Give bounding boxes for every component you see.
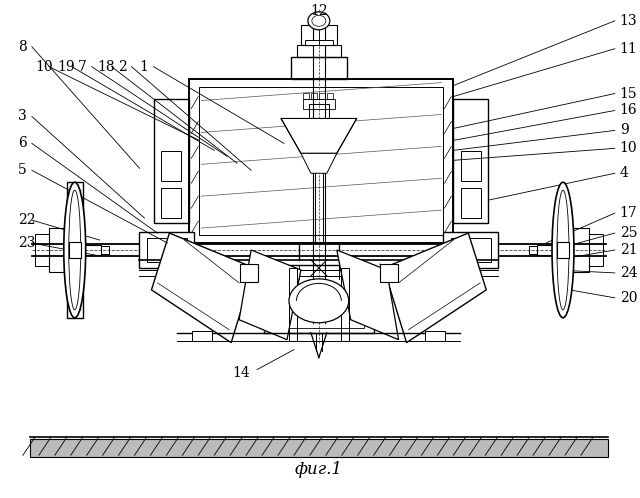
Bar	[303, 99, 335, 109]
Bar	[461, 151, 481, 181]
Text: 22: 22	[18, 213, 35, 227]
Text: 12: 12	[310, 4, 328, 18]
Text: 25: 25	[620, 226, 637, 240]
Polygon shape	[281, 119, 356, 153]
Bar	[189, 79, 453, 243]
Text: 20: 20	[620, 291, 637, 305]
Bar	[461, 188, 481, 218]
Text: 11: 11	[620, 42, 637, 56]
Bar	[100, 246, 109, 254]
Ellipse shape	[312, 15, 326, 26]
Text: 18: 18	[98, 60, 115, 74]
Bar	[83, 245, 100, 255]
Polygon shape	[73, 265, 81, 310]
Text: 10: 10	[35, 60, 52, 74]
Bar	[264, 265, 374, 333]
Bar	[451, 238, 492, 262]
Bar	[311, 93, 317, 99]
Bar	[325, 25, 337, 45]
Text: 1: 1	[140, 60, 148, 74]
Polygon shape	[301, 153, 337, 173]
Polygon shape	[337, 250, 399, 340]
Bar	[154, 99, 189, 223]
Bar	[199, 87, 444, 235]
Bar	[301, 25, 313, 45]
Ellipse shape	[552, 182, 574, 318]
Bar	[303, 93, 309, 99]
Bar	[289, 268, 297, 341]
Polygon shape	[559, 265, 567, 310]
Text: фиг.1: фиг.1	[295, 461, 343, 478]
Polygon shape	[239, 250, 301, 340]
Ellipse shape	[68, 190, 81, 310]
Bar	[309, 104, 329, 119]
Bar	[319, 93, 325, 99]
Text: 16: 16	[620, 104, 637, 118]
Ellipse shape	[308, 12, 330, 30]
Bar	[274, 270, 364, 328]
Bar	[340, 268, 349, 341]
Text: 2: 2	[118, 60, 126, 74]
Ellipse shape	[289, 279, 349, 323]
Text: 7: 7	[77, 60, 86, 74]
Text: 15: 15	[620, 87, 637, 101]
Text: 24: 24	[620, 266, 637, 280]
Ellipse shape	[557, 190, 569, 310]
Bar	[161, 151, 181, 181]
Text: 23: 23	[18, 236, 35, 250]
Text: 6: 6	[18, 136, 27, 150]
Bar	[453, 99, 488, 223]
Text: 8: 8	[18, 40, 27, 54]
Bar	[444, 232, 498, 268]
Text: 10: 10	[620, 141, 637, 155]
Bar	[49, 228, 68, 272]
Text: 13: 13	[620, 14, 637, 28]
Bar	[589, 234, 603, 266]
Polygon shape	[73, 190, 81, 235]
Text: 17: 17	[620, 206, 637, 220]
Bar	[140, 232, 195, 268]
Text: 4: 4	[620, 166, 628, 180]
Bar	[291, 57, 347, 79]
Bar	[557, 242, 569, 258]
Polygon shape	[559, 190, 567, 235]
Bar	[380, 264, 397, 282]
Text: 19: 19	[58, 60, 76, 74]
Bar	[35, 234, 49, 266]
Bar	[327, 93, 333, 99]
Bar	[297, 45, 340, 57]
Bar	[161, 188, 181, 218]
Polygon shape	[67, 182, 83, 318]
Text: 21: 21	[620, 243, 637, 257]
Bar	[529, 246, 537, 254]
Polygon shape	[383, 233, 486, 343]
Bar	[147, 238, 188, 262]
Bar	[569, 228, 589, 272]
Bar	[305, 40, 333, 45]
Bar	[426, 331, 445, 341]
Text: 9: 9	[620, 124, 628, 137]
Bar	[537, 245, 555, 255]
Ellipse shape	[64, 182, 86, 318]
Bar	[30, 439, 608, 457]
Bar	[68, 242, 81, 258]
Bar	[240, 264, 258, 282]
Bar	[192, 331, 212, 341]
Text: 3: 3	[18, 110, 27, 124]
Text: 14: 14	[232, 366, 250, 379]
Polygon shape	[152, 233, 254, 343]
Text: 5: 5	[18, 163, 27, 177]
